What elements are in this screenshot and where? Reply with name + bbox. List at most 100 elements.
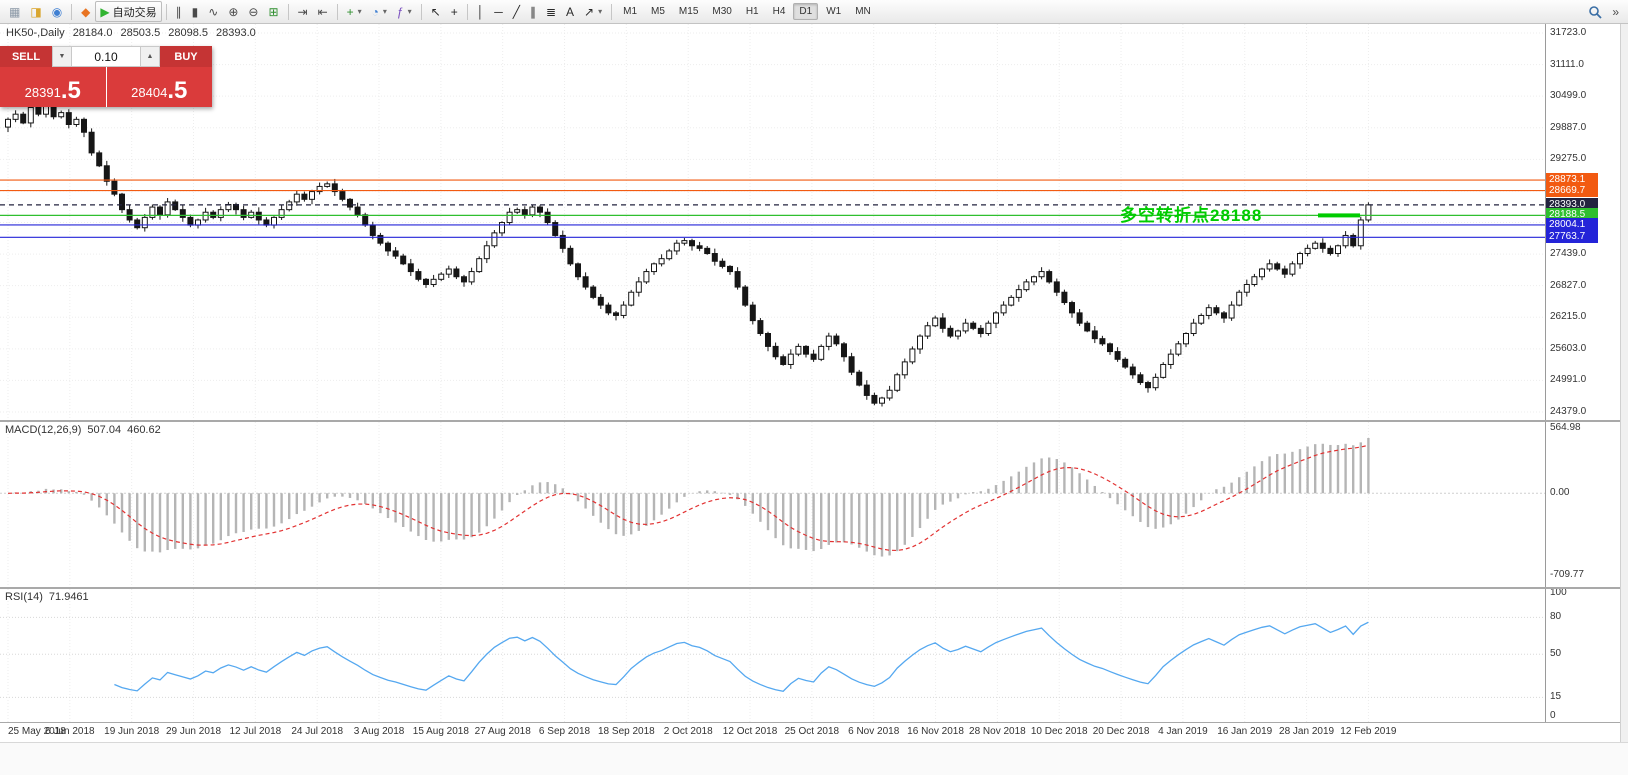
volume-decrease-button[interactable]: ▼: [52, 46, 72, 67]
mql5-community-icon[interactable]: ◆: [76, 1, 95, 22]
horizontal-line-icon[interactable]: ─: [489, 1, 508, 22]
date-axis-label: 20 Dec 2018: [1092, 726, 1150, 737]
date-axis-label: 16 Jan 2019: [1217, 726, 1273, 737]
autotrading-button[interactable]: ▶ 自动交易: [95, 1, 162, 22]
chevron-down-icon: ▾: [407, 7, 412, 16]
pane-splitter[interactable]: [0, 587, 1620, 589]
equidistant-channel-icon[interactable]: ∥: [525, 1, 541, 22]
price-axis-label: 31723.0: [1550, 27, 1587, 38]
vertical-scrollbar[interactable]: [1620, 24, 1628, 742]
bar-chart-type-icon[interactable]: ∥: [171, 1, 187, 22]
date-axis[interactable]: 25 May 2018 6 Jun 2018 19 Jun 2018 29 Jun 2…: [0, 723, 1620, 742]
price-tag-support: 27763.7: [1546, 230, 1598, 244]
rsi-pane[interactable]: RSI(14) 71.9461: [0, 589, 1545, 722]
trade-panel-prices: 28391.5 28404.5: [0, 67, 212, 107]
volume-input[interactable]: 0.10: [72, 46, 140, 67]
price-axis[interactable]: 31723.031111.030499.029887.029275.028663…: [1545, 24, 1621, 420]
date-axis-label: 12 Jul 2018: [229, 726, 282, 737]
arrows-icon[interactable]: ↗ ▾: [579, 1, 607, 22]
sell-price-main: 28391: [24, 85, 61, 100]
search-icon[interactable]: [1583, 1, 1607, 22]
macd-pane[interactable]: MACD(12,26,9) 507.04 460.62: [0, 422, 1545, 587]
sell-button[interactable]: SELL: [0, 46, 52, 67]
buy-price-main: 28404: [131, 85, 168, 100]
market-watch-icon[interactable]: ◉: [47, 1, 67, 22]
candlestick-type-icon[interactable]: ▮: [187, 1, 204, 22]
price-chart-canvas[interactable]: [0, 24, 1545, 420]
zoom-in-icon-glyph: ⊕: [228, 4, 239, 19]
fibonacci-icon[interactable]: ≣: [541, 1, 561, 22]
date-axis-label: 6 Sep 2018: [538, 726, 591, 737]
date-axis-label: 6 Nov 2018: [848, 726, 900, 737]
auto-scroll-icon[interactable]: ⇥: [293, 1, 313, 22]
toolbar-separator: [71, 3, 73, 20]
pane-splitter[interactable]: [0, 420, 1620, 422]
auto-scroll-icon-glyph: ⇥: [297, 4, 308, 19]
period-selector-icon[interactable]: ◔ ▾: [367, 1, 392, 22]
price-chart-pane[interactable]: HK50-,Daily 28184.0 28503.5 28098.5 2839…: [0, 24, 1545, 420]
rsi-axis-label: 100: [1550, 589, 1567, 598]
crosshair-icon[interactable]: +: [446, 1, 463, 22]
timeframe-button-w1[interactable]: W1: [826, 6, 842, 17]
date-axis-label: 12 Oct 2018: [722, 726, 778, 737]
price-axis-label: 27439.0: [1550, 248, 1587, 260]
date-axis-label: 25 May 2018: [8, 726, 66, 737]
trendline-icon[interactable]: ╱: [508, 1, 525, 22]
charts-window-icon[interactable]: ▦: [4, 1, 25, 22]
main-toolbar: ▦ ◨ ◉ ◆ ▶ 自动交易 ∥ ▮ ∿ ⊕ ⊖ ⊞ ⇥ ⇤ + ▾ ◔ ▾ ƒ ▾ ↖ + │ ─ ╱ ∥ ≣ A ↗ ▾ M1 M5 M15…: [0, 0, 1628, 24]
timeframe-button-m30[interactable]: M30: [712, 6, 732, 17]
new-chart-icon-glyph: +: [346, 4, 354, 19]
date-axis-label: 10 Dec 2018: [1030, 726, 1088, 737]
date-axis-label: 18 Sep 2018: [598, 726, 655, 737]
autotrading-button-label: 自动交易: [112, 6, 157, 19]
sell-price-fraction: .5: [60, 77, 81, 105]
new-order-icon-glyph: ◨: [30, 4, 42, 19]
rsi-axis[interactable]: 100 80 50 15 0: [1545, 589, 1621, 722]
timeframe-button-h4[interactable]: H4: [772, 6, 786, 17]
price-axis-label: 30499.0: [1550, 90, 1587, 102]
toolbar-overflow-icon-glyph: »: [1612, 4, 1619, 19]
equidistant-channel-icon-glyph: ∥: [529, 4, 536, 19]
indicators-icon[interactable]: ƒ ▾: [392, 1, 417, 22]
tile-windows-icon[interactable]: ⊞: [263, 1, 283, 22]
toolbar-separator: [336, 3, 338, 20]
toolbar-overflow-icon[interactable]: »: [1607, 1, 1624, 22]
toolbar-separator: [165, 3, 167, 20]
line-chart-type-icon[interactable]: ∿: [203, 1, 223, 22]
text-label-icon[interactable]: A: [561, 1, 579, 22]
timeframe-button-h1[interactable]: H1: [745, 6, 759, 17]
date-axis-label: 12 Feb 2019: [1340, 726, 1397, 737]
rsi-canvas[interactable]: [0, 589, 1545, 722]
bottom-strip: [0, 742, 1628, 775]
price-tag-resistance: 28873.1: [1546, 173, 1598, 187]
price-axis-label: 26215.0: [1550, 311, 1587, 323]
macd-axis-label: 0.00: [1550, 487, 1570, 499]
timeframe-button-m15[interactable]: M15: [678, 6, 699, 17]
vertical-line-icon[interactable]: │: [472, 1, 490, 22]
zoom-out-icon[interactable]: ⊖: [243, 1, 263, 22]
volume-increase-button[interactable]: ▲: [140, 46, 160, 67]
text-label-icon-glyph: A: [566, 4, 575, 19]
new-chart-icon[interactable]: + ▾: [342, 1, 367, 22]
sell-price-display[interactable]: 28391.5: [0, 67, 106, 107]
timeframe-button-m5[interactable]: M5: [651, 6, 665, 17]
timeframe-button-mn[interactable]: MN: [855, 6, 871, 17]
cursor-icon[interactable]: ↖: [426, 1, 446, 22]
arrows-icon-glyph: ↗: [584, 4, 595, 19]
buy-price-display[interactable]: 28404.5: [106, 67, 212, 107]
turning-point-annotation[interactable]: 多空转折点28188: [1120, 206, 1263, 225]
price-axis-label: 29275.0: [1550, 153, 1587, 165]
buy-button[interactable]: BUY: [160, 46, 212, 67]
macd-canvas[interactable]: [0, 422, 1545, 587]
macd-axis[interactable]: 564.98 0.00 -709.77: [1545, 422, 1621, 587]
price-tag-support: 28004.1: [1546, 217, 1598, 231]
timeframe-button-d1[interactable]: D1: [793, 3, 819, 20]
symbol-period-label: HK50-,Daily: [6, 27, 65, 39]
vertical-grid-layer: [7, 589, 1369, 722]
timeframe-button-m1[interactable]: M1: [623, 6, 638, 17]
new-order-icon[interactable]: ◨: [25, 1, 46, 22]
chart-shift-icon[interactable]: ⇤: [313, 1, 333, 22]
zoom-in-icon[interactable]: ⊕: [223, 1, 243, 22]
chart-workspace: HK50-,Daily 28184.0 28503.5 28098.5 2839…: [0, 24, 1628, 775]
date-axis-label: 15 Aug 2018: [412, 726, 469, 737]
